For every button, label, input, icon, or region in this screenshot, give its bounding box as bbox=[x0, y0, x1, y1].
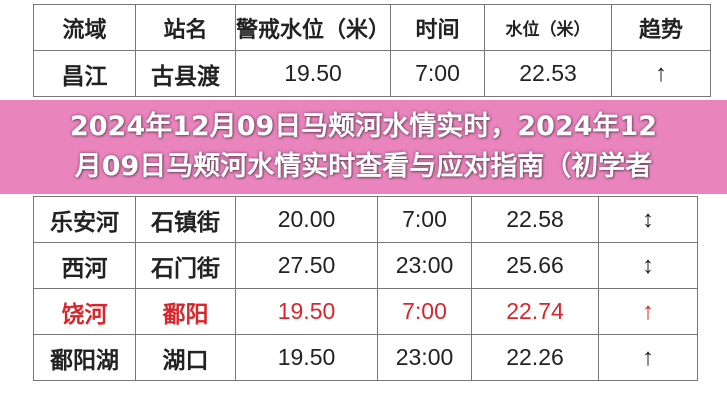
level-cell: 22.26 bbox=[471, 334, 599, 381]
trend-updown-icon: ↕ bbox=[598, 196, 698, 243]
time-cell: 7:00 bbox=[390, 50, 486, 97]
table-row-highlighted: 饶河 鄱阳 19.50 7:00 22.74 ↑ bbox=[33, 288, 698, 335]
trend-up-icon: ↑ bbox=[611, 50, 712, 97]
water-level-table-continued: 乐安河 石镇街 20.00 7:00 22.58 ↕ 西河 石门街 27.50 … bbox=[33, 196, 698, 381]
station-cell: 古县渡 bbox=[135, 50, 236, 97]
header-trend: 趋势 bbox=[611, 4, 712, 51]
header-basin: 流域 bbox=[33, 4, 136, 51]
basin-cell: 乐安河 bbox=[33, 196, 136, 243]
basin-cell: 昌江 bbox=[33, 50, 136, 97]
time-cell: 23:00 bbox=[377, 242, 472, 289]
table-row: 昌江 古县渡 19.50 7:00 22.53 ↑ bbox=[33, 50, 712, 97]
warning-cell: 27.50 bbox=[235, 242, 378, 289]
trend-up-icon: ↑ bbox=[598, 288, 698, 335]
time-cell: 7:00 bbox=[377, 288, 472, 335]
table-row: 乐安河 石镇街 20.00 7:00 22.58 ↕ bbox=[33, 196, 698, 243]
header-station: 站名 bbox=[135, 4, 236, 51]
station-cell: 石门街 bbox=[135, 242, 236, 289]
station-cell: 石镇街 bbox=[135, 196, 236, 243]
time-cell: 23:00 bbox=[377, 334, 472, 381]
water-level-table: 流域 站名 警戒水位（米） 时间 水位（米） 趋势 昌江 古县渡 19.50 7… bbox=[33, 4, 712, 97]
level-cell: 22.58 bbox=[471, 196, 599, 243]
table-header-row: 流域 站名 警戒水位（米） 时间 水位（米） 趋势 bbox=[33, 4, 712, 51]
basin-cell: 西河 bbox=[33, 242, 136, 289]
time-cell: 7:00 bbox=[377, 196, 472, 243]
basin-cell: 鄱阳湖 bbox=[33, 334, 136, 381]
level-cell: 22.53 bbox=[484, 50, 613, 97]
warning-cell: 19.50 bbox=[235, 334, 378, 381]
header-water-level: 水位（米） bbox=[484, 4, 613, 51]
basin-cell: 饶河 bbox=[33, 288, 136, 335]
trend-up-icon: ↑ bbox=[598, 334, 698, 381]
station-cell: 鄱阳 bbox=[135, 288, 236, 335]
level-cell: 22.74 bbox=[471, 288, 599, 335]
table-row: 西河 石门街 27.50 23:00 25.66 ↕ bbox=[33, 242, 698, 289]
header-warning-level: 警戒水位（米） bbox=[234, 4, 392, 51]
warning-cell: 19.50 bbox=[235, 288, 378, 335]
station-cell: 湖口 bbox=[135, 334, 236, 381]
warning-cell: 20.00 bbox=[235, 196, 378, 243]
header-time: 时间 bbox=[390, 4, 486, 51]
title-banner: 2024年12月09日马颊河水情实时，2024年12 月09日马颊河水情实时查看… bbox=[0, 100, 727, 194]
level-cell: 25.66 bbox=[471, 242, 599, 289]
trend-updown-icon: ↕ bbox=[598, 242, 698, 289]
banner-title-line-1: 2024年12月09日马颊河水情实时，2024年12 bbox=[69, 111, 657, 142]
table-row: 鄱阳湖 湖口 19.50 23:00 22.26 ↑ bbox=[33, 334, 698, 381]
banner-title-line-2: 月09日马颊河水情实时查看与应对指南（初学者 bbox=[74, 151, 653, 182]
warning-cell: 19.50 bbox=[234, 50, 392, 97]
